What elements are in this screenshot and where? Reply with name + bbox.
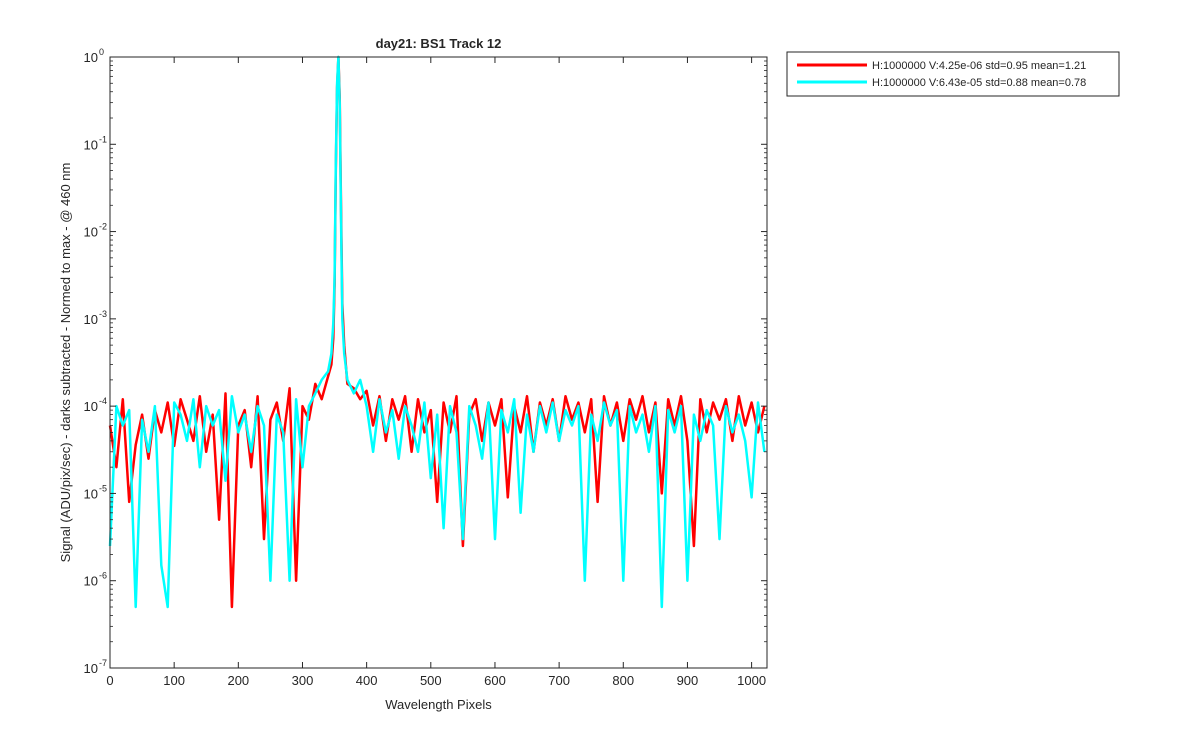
y-tick-label: 10 [84, 574, 98, 589]
y-tick-label: 10 [84, 399, 98, 414]
y-tick-label: 10 [84, 50, 98, 65]
y-axis-label: Signal (ADU/pix/sec) - darks subtracted … [58, 163, 73, 563]
x-tick-label: 1000 [737, 673, 766, 688]
y-tick-exponent: -7 [99, 658, 107, 668]
chart-title: day21: BS1 Track 12 [376, 36, 502, 51]
y-tick-label: 10 [84, 225, 98, 240]
y-tick-exponent: -4 [99, 396, 107, 406]
y-tick-label: 10 [84, 137, 98, 152]
y-tick-exponent: -2 [99, 222, 107, 232]
x-tick-label: 900 [677, 673, 699, 688]
x-tick-label: 500 [420, 673, 442, 688]
y-tick-label: 10 [84, 486, 98, 501]
y-tick-exponent: 0 [99, 47, 104, 57]
y-tick-exponent: -5 [99, 483, 107, 493]
x-tick-label: 600 [484, 673, 506, 688]
plot-area [110, 57, 767, 668]
axes-box [109, 56, 768, 669]
x-tick-label: 100 [163, 673, 185, 688]
x-tick-label: 400 [356, 673, 378, 688]
series-line-2 [108, 55, 766, 609]
x-tick-label: 0 [106, 673, 113, 688]
x-tick-label: 700 [548, 673, 570, 688]
y-tick-label: 10 [84, 661, 98, 676]
legend-entry-2: H:1000000 V:6.43e-05 std=0.88 mean=0.78 [872, 77, 1086, 89]
y-tick-exponent: -6 [99, 571, 107, 581]
x-tick-label: 200 [227, 673, 249, 688]
y-tick-label: 10 [84, 312, 98, 327]
y-tick-exponent: -1 [99, 134, 107, 144]
legend-box [786, 51, 1120, 97]
y-tick-exponent: -3 [99, 309, 107, 319]
x-axis-label: Wavelength Pixels [385, 697, 492, 712]
legend-entry-1: H:1000000 V:4.25e-06 std=0.95 mean=1.21 [872, 60, 1086, 72]
x-tick-label: 300 [292, 673, 314, 688]
x-tick-label: 800 [612, 673, 634, 688]
